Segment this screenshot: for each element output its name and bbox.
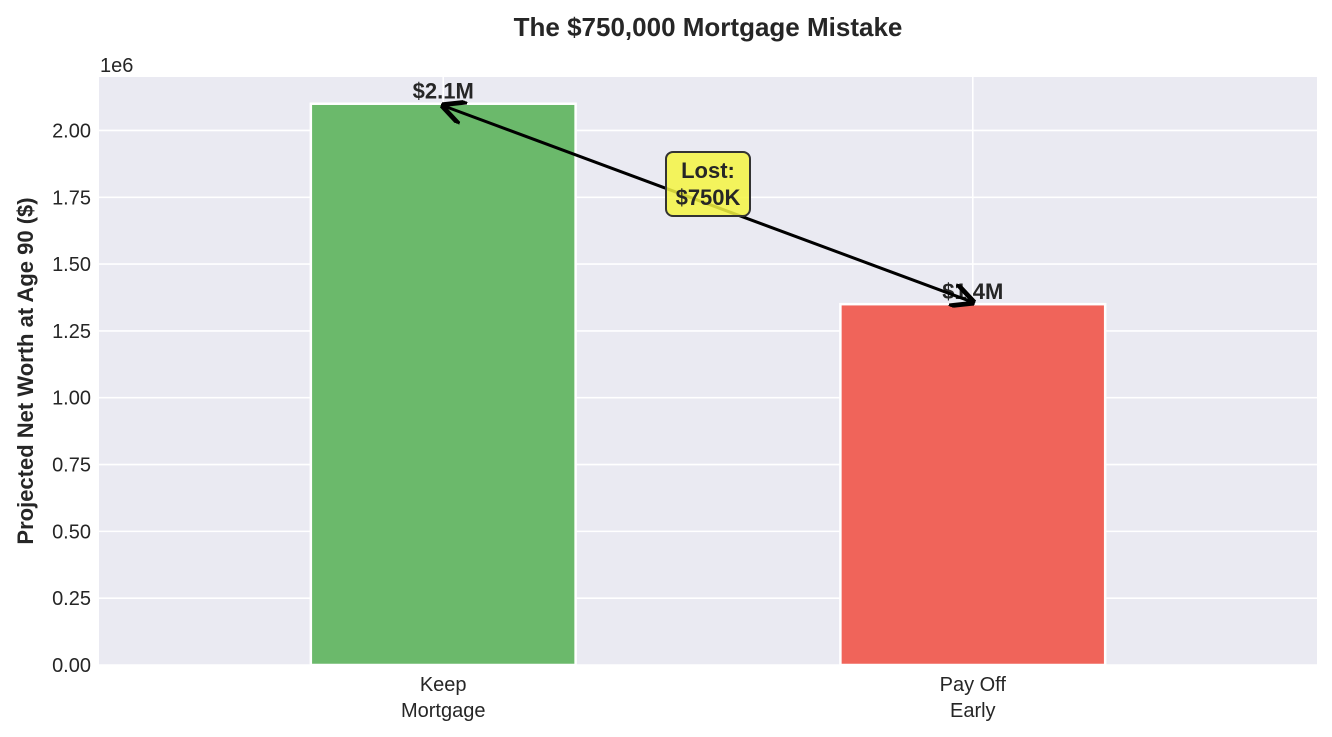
y-tick-label: 1.50 bbox=[52, 254, 91, 276]
x-tick-label: Pay Off Early bbox=[940, 674, 1007, 722]
y-tick-label: 1.00 bbox=[52, 388, 91, 410]
annotation: Lost: $750K bbox=[443, 106, 973, 302]
y-axis-label: Projected Net Worth at Age 90 ($) bbox=[13, 197, 38, 544]
y-offset-label: 1e6 bbox=[100, 55, 133, 77]
annotation-text: Lost: $750K bbox=[676, 158, 741, 210]
y-tick-label: 0.50 bbox=[52, 521, 91, 543]
y-tick-labels: 0.00 0.25 0.50 0.75 1.00 1.25 1.50 1.75 2.00 bbox=[52, 120, 91, 677]
y-tick-label: 1.75 bbox=[52, 187, 91, 209]
y-tick-label: 0.25 bbox=[52, 588, 91, 610]
x-tick-labels: Keep Mortgage Pay Off Early bbox=[401, 674, 1006, 722]
bar bbox=[309, 102, 577, 667]
y-tick-label: 0.00 bbox=[52, 655, 91, 677]
data-label: $2.1M bbox=[413, 79, 474, 104]
y-tick-label: 1.25 bbox=[52, 321, 91, 343]
y-tick-label: 0.75 bbox=[52, 455, 91, 477]
y-tick-label: 2.00 bbox=[52, 120, 91, 142]
x-tick-label: Keep Mortgage bbox=[401, 674, 486, 722]
chart-title: The $750,000 Mortgage Mistake bbox=[514, 12, 903, 42]
bar bbox=[839, 302, 1107, 667]
data-label: $1.4M bbox=[942, 279, 1003, 304]
annotation-box bbox=[665, 150, 751, 217]
